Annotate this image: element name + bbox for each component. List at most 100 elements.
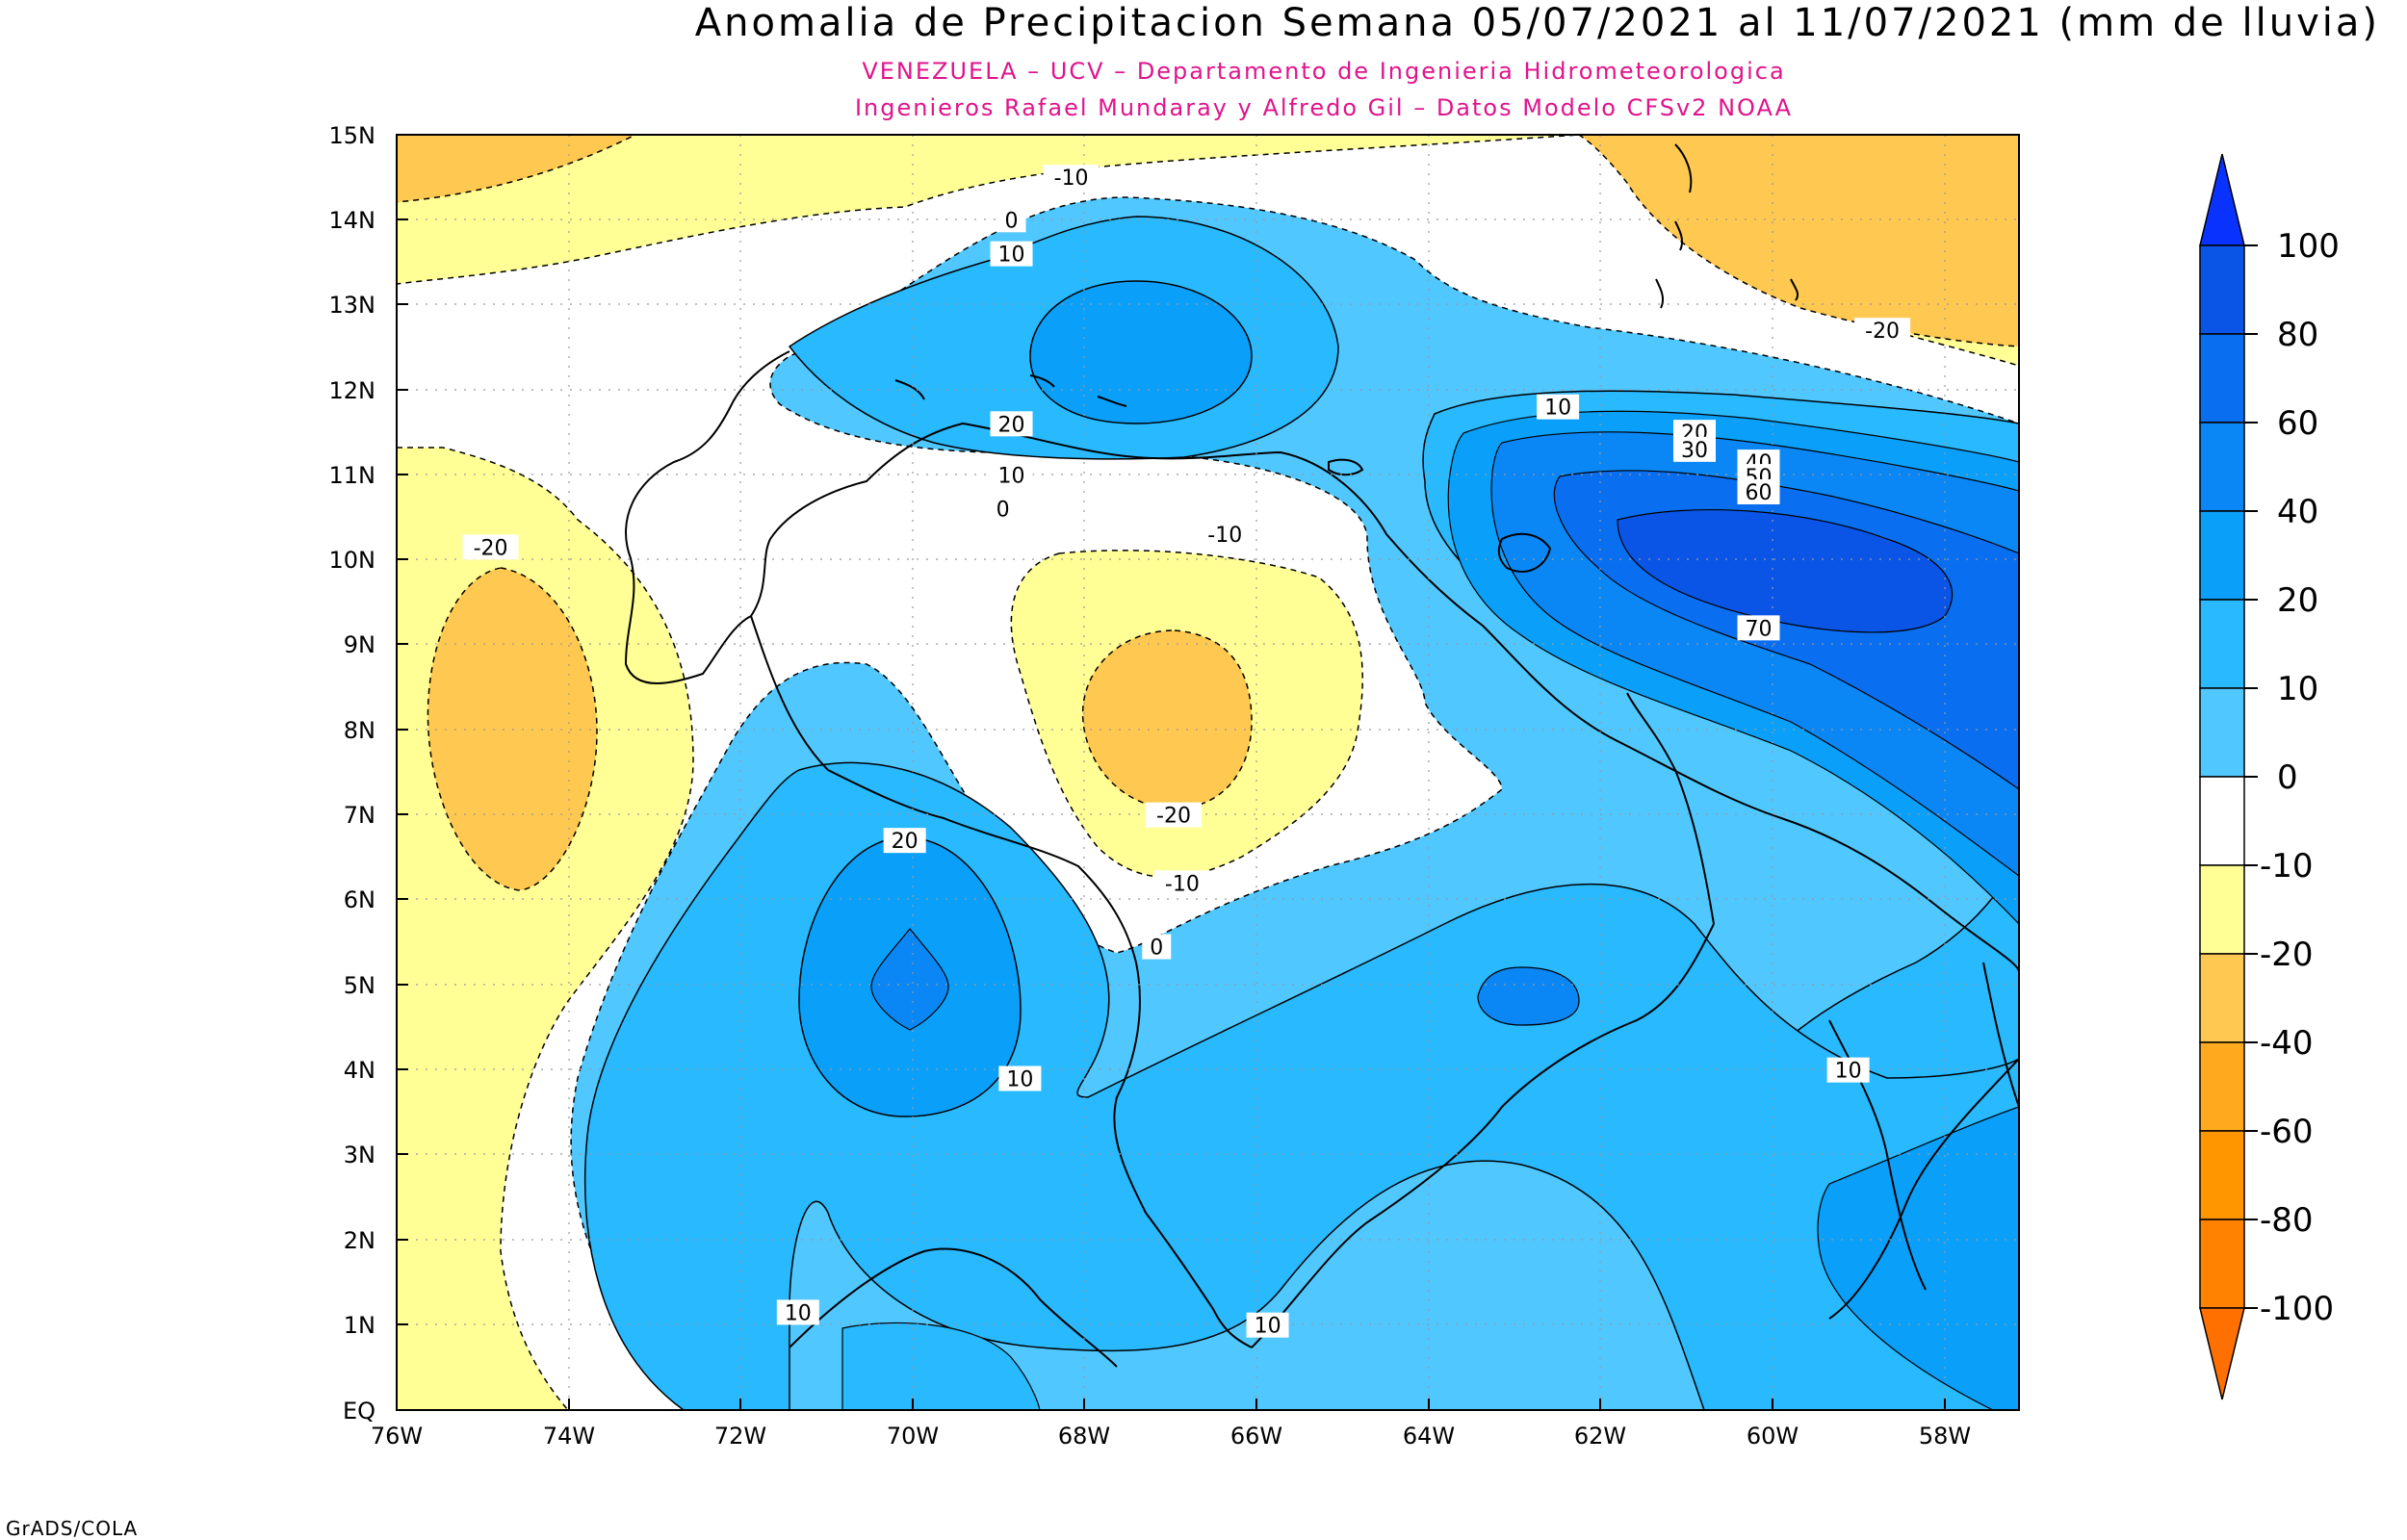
lat-tick-label: 4N	[344, 1057, 375, 1084]
lat-tick-label: 12N	[329, 377, 376, 404]
fill-south-20-inner	[870, 928, 949, 1031]
colorbar-label: -80	[2260, 1201, 2314, 1240]
contour-label: 60	[1746, 481, 1773, 505]
contour-label: 10	[998, 244, 1025, 268]
colorbar-segment	[2199, 864, 2245, 955]
contour-label: -20	[474, 536, 508, 560]
contour-label-background	[883, 828, 926, 854]
lat-tick-label: EQ	[343, 1398, 375, 1424]
lat-tick-label: 3N	[344, 1142, 375, 1168]
fill-east-brazil-20	[1817, 1106, 2019, 1410]
contour-label: 20	[998, 413, 1025, 437]
lat-tick-label: 7N	[344, 802, 375, 829]
colorbar-label: 60	[2277, 404, 2318, 443]
contour-label-background	[1246, 1312, 1289, 1338]
lon-tick-label: 70W	[887, 1423, 939, 1450]
fill-yellow-north-left	[397, 135, 1580, 285]
border-venezuela-brazil	[1251, 923, 1715, 1348]
contour-label: -10	[1165, 872, 1200, 896]
colorbar-label: 80	[2277, 316, 2318, 354]
border-colombia-ecuador-peru	[789, 1247, 1118, 1368]
contour-label-background	[1043, 165, 1100, 191]
border-suriname-fguiana	[1982, 962, 2019, 1108]
map-title: Anomalia de Precipitacion Semana 05/07/2…	[694, 1, 2380, 45]
lat-tick-label: 8N	[344, 717, 375, 744]
fill-orange-ne	[1577, 135, 2019, 347]
colorbar-segment	[2199, 953, 2245, 1043]
contour-label-background	[1537, 394, 1580, 420]
plot-frame	[396, 134, 2020, 1411]
border-venezuela-guyana	[1626, 692, 1715, 925]
colorbar-segment	[2199, 244, 2245, 335]
contour-label: -20	[1865, 320, 1900, 344]
lon-axis: 76W 74W 72W 70W 68W 66W 64W 62W 60W 58W	[371, 1423, 1971, 1450]
contour-label-background	[1673, 436, 1716, 462]
coast-guiana	[1828, 1058, 2019, 1320]
contour-label-background	[1197, 522, 1254, 548]
lat-tick-label: 9N	[344, 631, 375, 658]
contour-label-background	[996, 207, 1026, 233]
contour-label-background	[1146, 802, 1203, 828]
colorbar-label: 20	[2277, 581, 2318, 620]
footer-credit: GrADS/COLA	[6, 1517, 139, 1540]
island-trinidad	[1497, 532, 1552, 573]
colorbar-segment	[2199, 333, 2245, 424]
colorbar-label: 0	[2277, 758, 2298, 797]
colorbar-segment	[2199, 1130, 2245, 1220]
lon-tick-label: 62W	[1574, 1423, 1626, 1450]
lat-tick-label: 2N	[344, 1227, 375, 1254]
lat-tick-label: 15N	[329, 122, 376, 149]
islands-abc	[894, 374, 1127, 407]
contour-label-background	[1737, 615, 1780, 641]
colorbar-segment	[2199, 599, 2245, 689]
lat-tick-label: 6N	[344, 886, 375, 913]
contour-label-background	[988, 496, 1018, 522]
lat-tick-label: 10N	[329, 547, 376, 574]
lon-tick-label: 66W	[1230, 1423, 1282, 1450]
contour-labels: -1001020100-10-20-2010203040506070-20-10…	[462, 165, 1911, 1339]
subtitle-line-1: VENEZUELA – UCV – Departamento de Ingeni…	[862, 58, 1786, 85]
contour-label: 0	[1005, 209, 1019, 233]
colorbar-segment	[2199, 687, 2245, 778]
lat-tick-label: 1N	[344, 1312, 375, 1339]
contour-label-background	[998, 1065, 1042, 1091]
contour-label-background	[990, 411, 1033, 437]
contour-label: 0	[1150, 937, 1163, 961]
contour-label: 10	[1006, 1068, 1033, 1092]
fill-orange-nw	[397, 135, 636, 203]
contour-label: -10	[1054, 167, 1089, 191]
lat-tick-label: 11N	[329, 462, 376, 489]
island-margarita	[1328, 458, 1364, 476]
tick-marks	[396, 134, 1946, 1411]
contour-label: 10	[1835, 1060, 1862, 1084]
lon-tick-label: 64W	[1403, 1423, 1455, 1450]
colorbar-label: -20	[2260, 936, 2314, 974]
lon-tick-label: 60W	[1747, 1423, 1799, 1450]
contour-label: 10	[1255, 1315, 1281, 1339]
islands-lesser-antilles	[1655, 143, 1799, 309]
colorbar-label: -40	[2260, 1024, 2314, 1063]
colorbar-segment	[2199, 1219, 2245, 1309]
lat-tick-label: 14N	[329, 207, 376, 234]
lat-tick-label: 13N	[329, 292, 376, 319]
fill-south-inner-10	[841, 1322, 1041, 1410]
colorbar-segment	[2199, 1041, 2245, 1132]
contour-label-background	[1826, 1057, 1870, 1083]
border-venezuela-colombia	[750, 615, 1253, 1348]
lon-tick-label: 76W	[371, 1423, 423, 1450]
lon-tick-label: 74W	[543, 1423, 595, 1450]
lon-tick-label: 58W	[1919, 1423, 1971, 1450]
contour-label: 20	[892, 830, 919, 854]
colorbar-segment	[2199, 422, 2245, 512]
fill-caribbean-20	[1029, 280, 1253, 424]
contour-label: 0	[996, 499, 1010, 523]
contour-label: 10	[1544, 397, 1571, 421]
colorbar-label: 100	[2277, 227, 2340, 266]
lon-tick-label: 72W	[714, 1423, 766, 1450]
contour-label-background	[1737, 479, 1780, 504]
lon-tick-label: 68W	[1058, 1423, 1110, 1450]
colorbar-label: -10	[2260, 847, 2314, 886]
contour-label: -10	[1207, 524, 1242, 548]
